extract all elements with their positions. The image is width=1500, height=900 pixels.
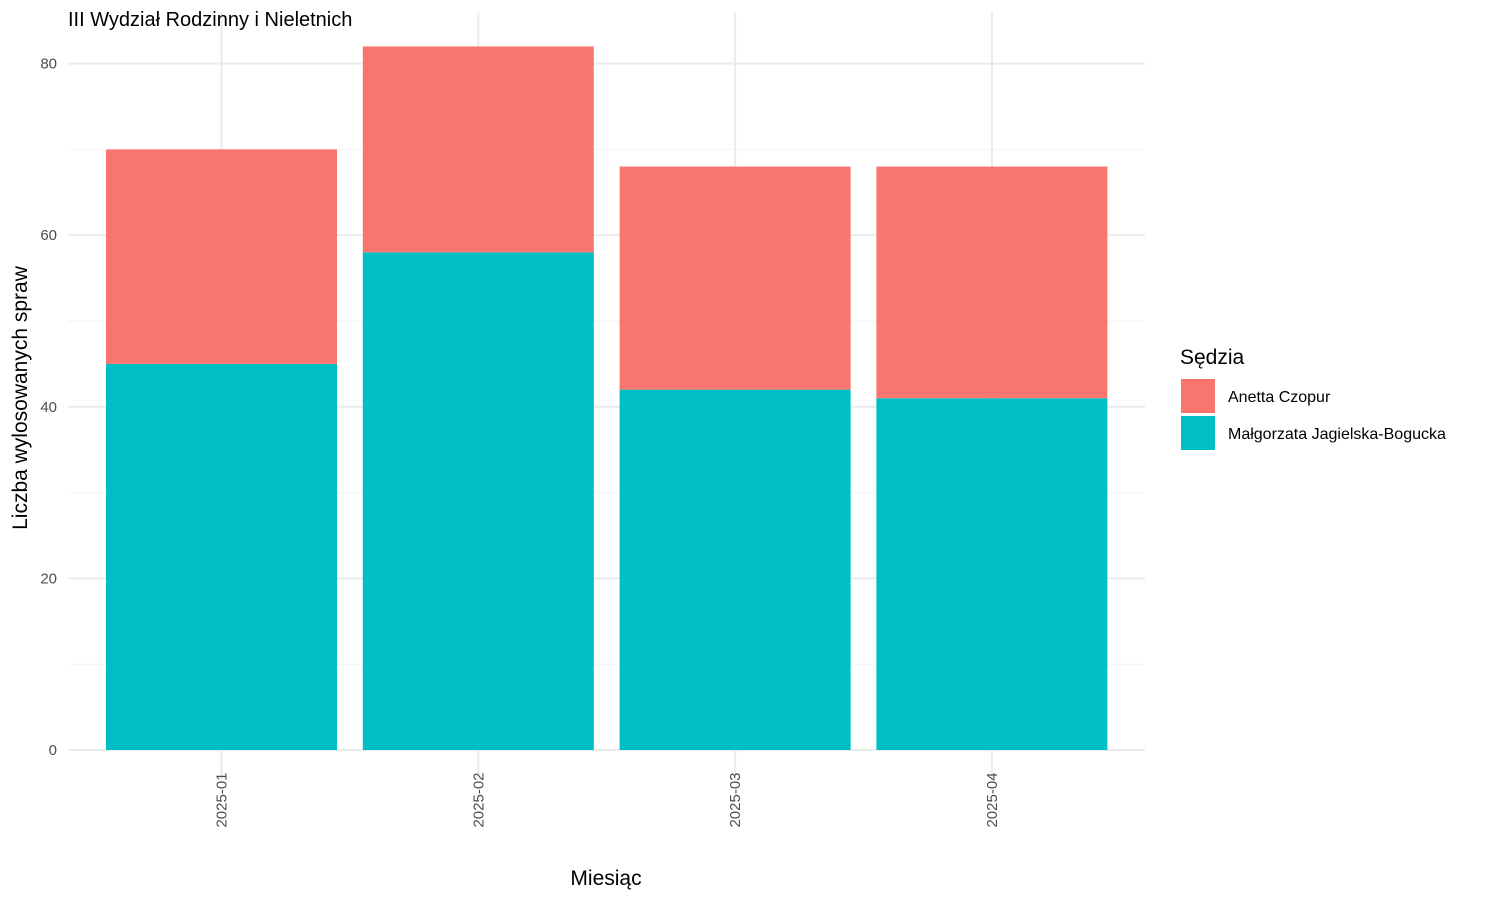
x-tick-label: 2025-03	[727, 772, 744, 827]
x-axis-title: Miesiąc	[570, 867, 641, 890]
bar-segment	[106, 149, 337, 364]
bar-segment	[876, 166, 1108, 399]
legend-swatch	[1181, 379, 1215, 413]
bar-segment	[106, 363, 337, 750]
legend: Sędzia Anetta Czopur Małgorzata Jagielska…	[1180, 346, 1446, 450]
x-tick-label: 2025-01	[214, 772, 231, 827]
legend-label: Małgorzata Jagielska-Bogucka	[1228, 426, 1446, 443]
bar-segment	[362, 46, 594, 253]
y-tick-label: 0	[49, 742, 57, 759]
x-tick-label: 2025-04	[984, 772, 1001, 827]
bar-segment	[619, 166, 851, 390]
y-tick-label: 40	[40, 399, 57, 416]
legend-label: Anetta Czopur	[1228, 389, 1331, 406]
legend-items: Anetta Czopur Małgorzata Jagielska-Boguck…	[1181, 379, 1446, 450]
legend-title: Sędzia	[1180, 346, 1245, 369]
x-tick-label: 2025-02	[470, 772, 487, 827]
y-tick-label: 80	[40, 56, 57, 73]
legend-swatch	[1181, 416, 1215, 450]
y-axis-title: Liczba wylosowanych spraw	[9, 265, 32, 530]
y-axis-ticks: 0 20 40 60 80	[40, 56, 57, 759]
bar-segment	[876, 398, 1108, 750]
bar-segment	[362, 252, 594, 751]
bars	[106, 46, 1108, 751]
bar-segment	[619, 389, 851, 750]
chart-title: III Wydział Rodzinny i Nieletnich	[68, 9, 352, 31]
y-tick-label: 20	[40, 570, 57, 587]
x-axis-ticks: 2025-01 2025-02 2025-03 2025-04	[214, 772, 1001, 827]
y-tick-label: 60	[40, 227, 57, 244]
